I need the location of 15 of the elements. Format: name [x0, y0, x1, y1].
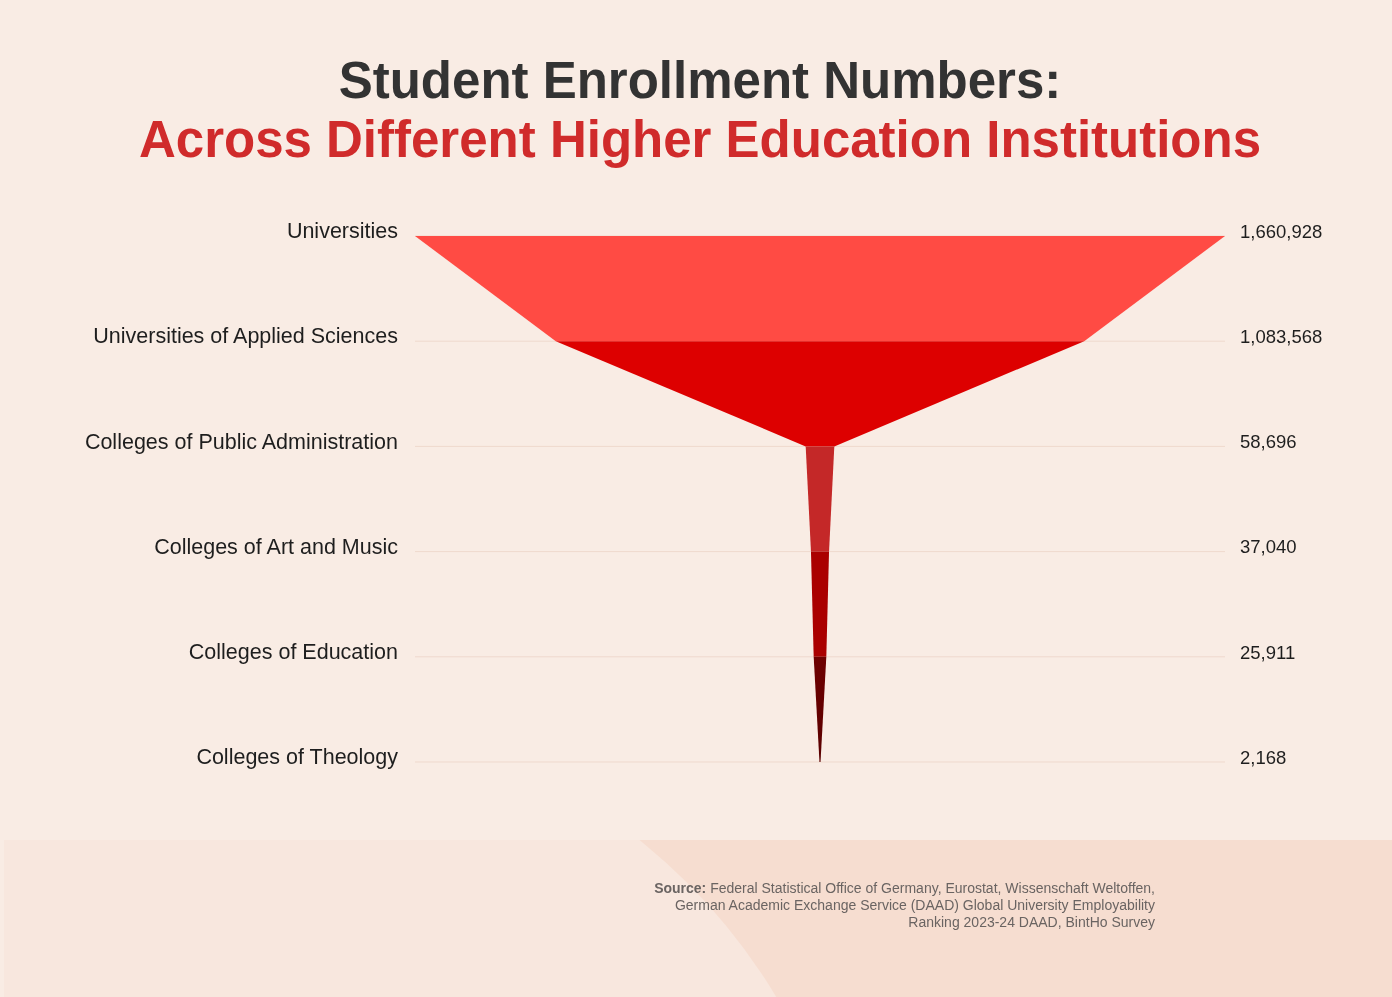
- data-label: 25,911: [1240, 641, 1296, 663]
- category-label: Colleges of Theology: [196, 745, 399, 770]
- text: Across Different Higher Education Institutions: [138, 111, 1262, 168]
- data-label: 1,083,568: [1240, 326, 1323, 348]
- category-label: Colleges of Public Administration: [84, 429, 398, 454]
- category-label: Colleges of Education: [188, 639, 398, 664]
- source-note: Source: Federal Statistical Office of Germany, Eurostat, Wissenschaft Weltoffen, German Academic Exchange Service (DAAD) Global University Employability Ranking 2023-24 DAAD, BintHo Survey: [654, 880, 1155, 930]
- data-label: 58,696: [1240, 431, 1297, 453]
- text: Student Enrollment Numbers:: [338, 52, 1062, 109]
- data-label: 37,040: [1240, 536, 1297, 558]
- data-label: 1,660,928: [1240, 220, 1323, 242]
- data-label: 2,168: [1240, 746, 1287, 768]
- category-label: Universities of Applied Sciences: [93, 324, 398, 349]
- category-label: Colleges of Art and Music: [154, 534, 399, 559]
- category-label: Universities: [286, 219, 398, 244]
